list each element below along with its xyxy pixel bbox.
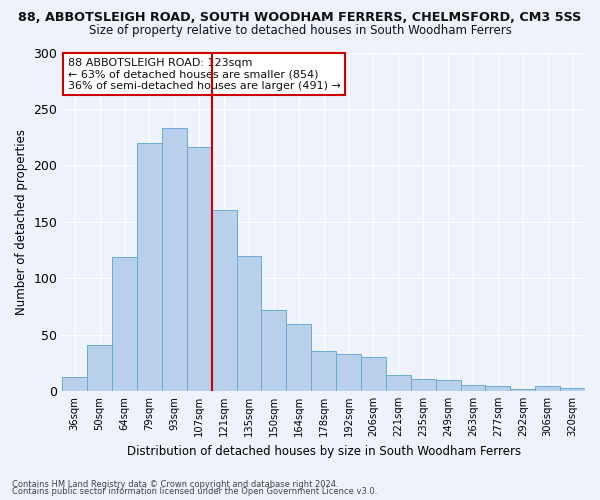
X-axis label: Distribution of detached houses by size in South Woodham Ferrers: Distribution of detached houses by size … xyxy=(127,444,521,458)
Bar xyxy=(361,357,386,391)
Y-axis label: Number of detached properties: Number of detached properties xyxy=(15,128,28,314)
Bar xyxy=(112,256,137,391)
Text: 88 ABBOTSLEIGH ROAD: 123sqm
← 63% of detached houses are smaller (854)
36% of se: 88 ABBOTSLEIGH ROAD: 123sqm ← 63% of det… xyxy=(68,58,340,91)
Text: 88, ABBOTSLEIGH ROAD, SOUTH WOODHAM FERRERS, CHELMSFORD, CM3 5SS: 88, ABBOTSLEIGH ROAD, SOUTH WOODHAM FERR… xyxy=(19,11,581,24)
Bar xyxy=(311,352,336,391)
Bar xyxy=(560,388,585,391)
Bar xyxy=(162,128,187,391)
Bar xyxy=(137,142,162,391)
Text: Contains HM Land Registry data © Crown copyright and database right 2024.: Contains HM Land Registry data © Crown c… xyxy=(12,480,338,489)
Bar xyxy=(336,354,361,391)
Bar xyxy=(187,148,212,391)
Bar xyxy=(262,310,286,391)
Bar xyxy=(386,375,411,391)
Bar xyxy=(411,378,436,391)
Bar xyxy=(535,386,560,391)
Bar xyxy=(212,210,236,391)
Bar xyxy=(87,344,112,391)
Bar xyxy=(485,386,511,391)
Bar xyxy=(62,378,87,391)
Bar xyxy=(511,388,535,391)
Bar xyxy=(286,324,311,391)
Bar xyxy=(436,380,461,391)
Text: Size of property relative to detached houses in South Woodham Ferrers: Size of property relative to detached ho… xyxy=(89,24,511,37)
Bar xyxy=(236,256,262,391)
Bar xyxy=(461,386,485,391)
Text: Contains public sector information licensed under the Open Government Licence v3: Contains public sector information licen… xyxy=(12,488,377,496)
